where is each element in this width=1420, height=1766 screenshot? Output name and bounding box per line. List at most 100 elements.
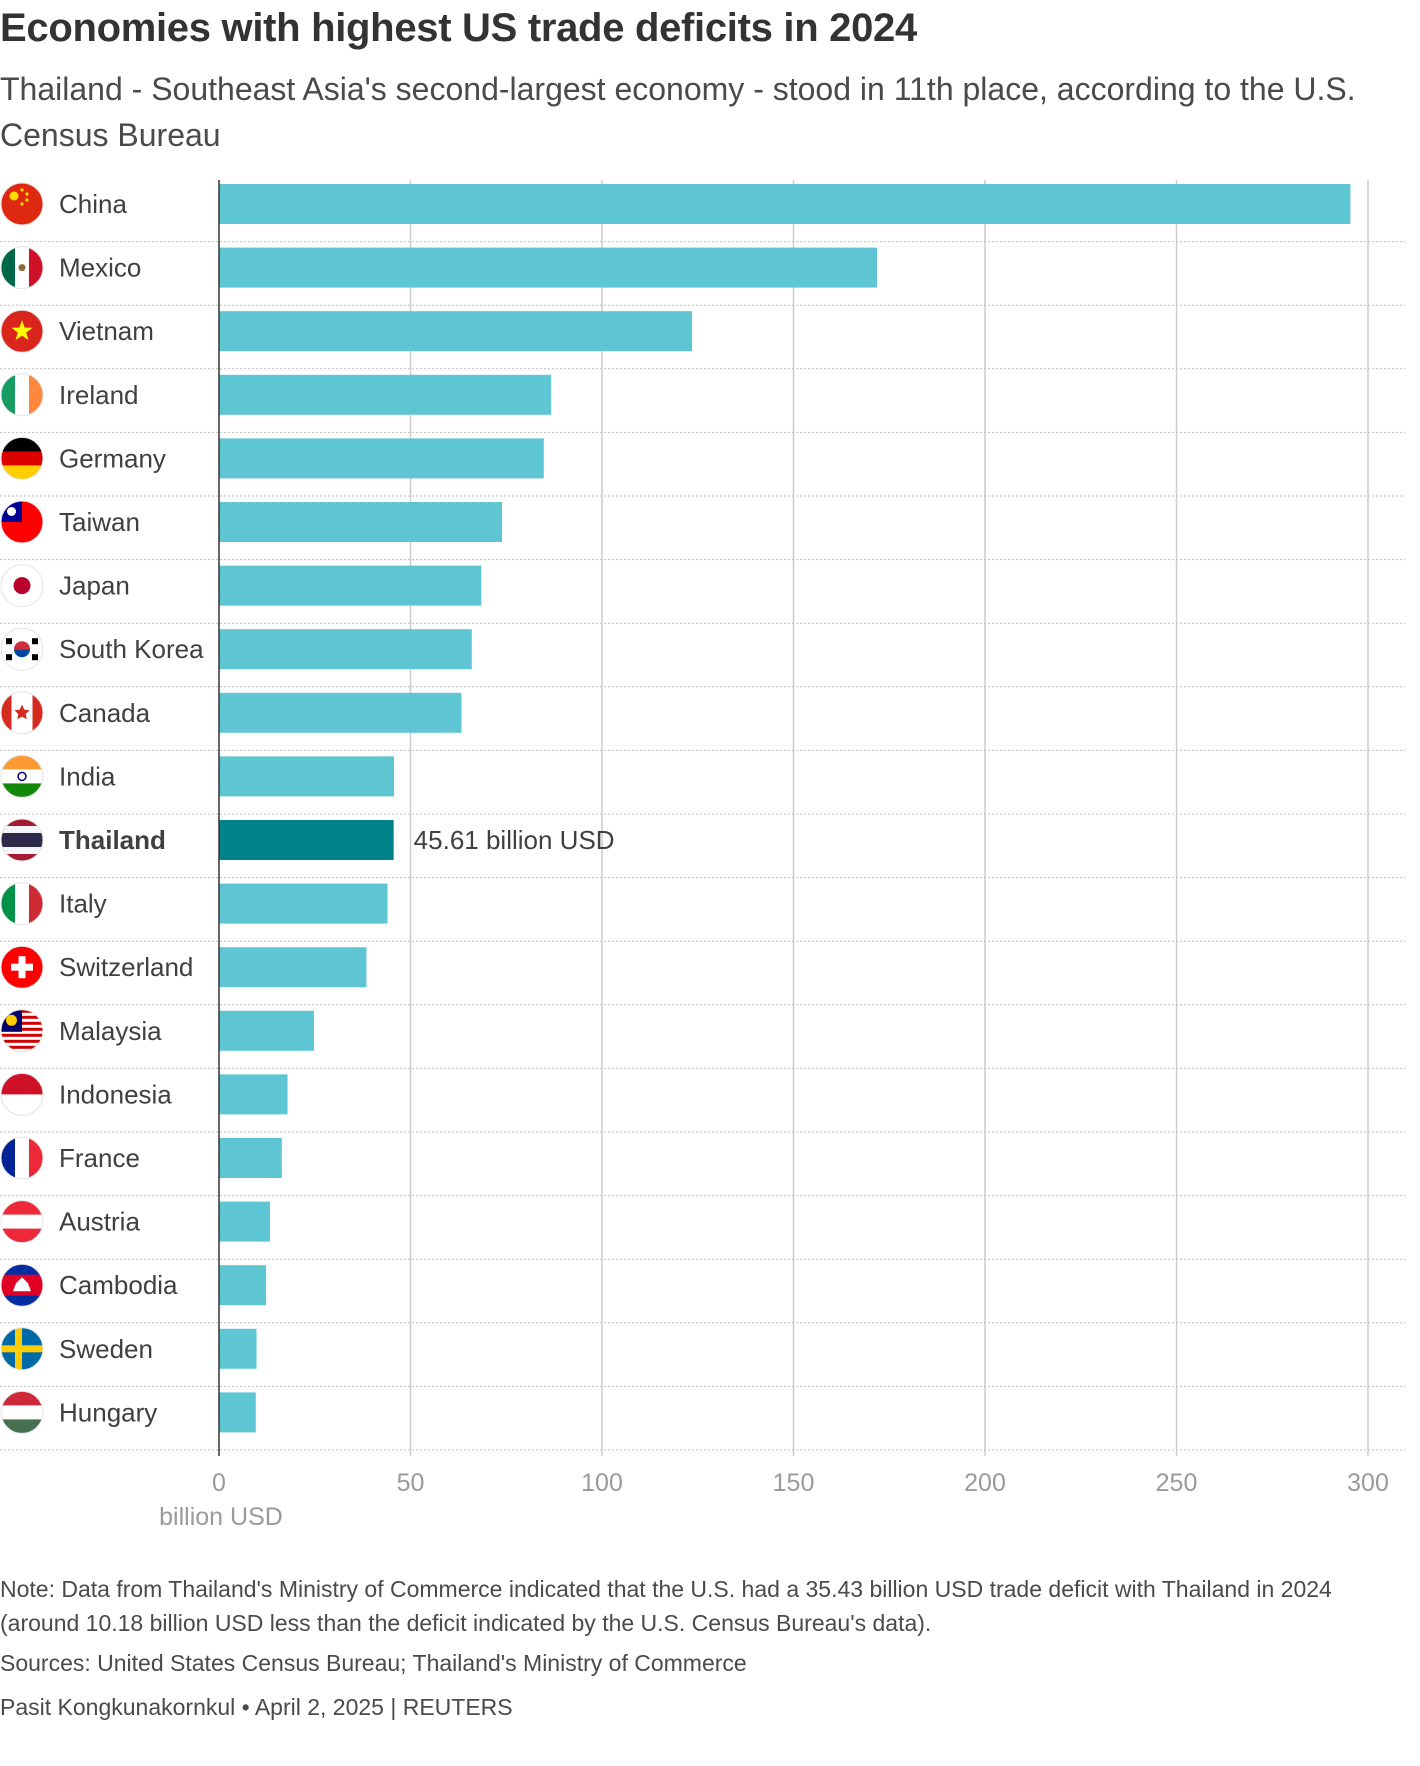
flag-part [14, 704, 30, 720]
thailand-flag-icon [0, 818, 44, 862]
japan-flag-icon [0, 564, 44, 608]
flag-part [1, 1345, 43, 1353]
flag-body [1, 310, 43, 353]
flag-part [1, 1200, 43, 1216]
canada-flag-icon [0, 691, 44, 735]
bar-south-korea [219, 629, 472, 670]
flag-part [32, 691, 43, 734]
flag-part [11, 320, 33, 341]
italy-flag-icon [0, 882, 44, 926]
flag-border [0, 1072, 44, 1116]
x-tick-label: 100 [581, 1469, 623, 1497]
flag-part [1, 1042, 43, 1047]
country-label-china: China [59, 189, 127, 219]
country-label-switzerland: Switzerland [59, 952, 193, 982]
flag-part [1, 246, 16, 289]
flag-part [1, 1048, 43, 1052]
bar-italy [219, 883, 388, 924]
hungary-flag-icon [0, 1390, 44, 1434]
bar-cambodia [219, 1265, 267, 1306]
flag-part [18, 264, 26, 272]
flag-part [1, 1036, 43, 1041]
flag-border [0, 627, 44, 671]
flag-part [29, 373, 43, 416]
flag-body [1, 691, 43, 734]
country-label-hungary: Hungary [59, 1397, 157, 1427]
flag-part [15, 1137, 30, 1179]
flag-part [1, 1264, 43, 1276]
flag-border [0, 309, 44, 353]
bar-mexico [219, 247, 877, 288]
flag-body [1, 819, 43, 861]
flag-part [1, 1214, 43, 1230]
country-label-india: India [59, 761, 116, 791]
flag-body [1, 628, 43, 671]
x-tick-label: 200 [964, 1469, 1006, 1497]
flag-border [0, 945, 44, 989]
flag-part [1, 819, 43, 827]
india-flag-icon [0, 754, 44, 798]
flag-part [25, 198, 29, 202]
country-label-south-korea: South Korea [59, 634, 204, 664]
mexico-flag-icon [0, 246, 44, 290]
flag-part [1, 783, 43, 798]
flag-part [14, 641, 30, 650]
flag-part [1, 1295, 43, 1307]
chart-sources: Sources: United States Census Bureau; Th… [0, 1650, 747, 1676]
flag-border [0, 818, 44, 862]
flag-part [6, 638, 12, 645]
sweden-flag-icon [0, 1327, 44, 1371]
country-label-mexico: Mexico [59, 253, 141, 283]
flag-border [0, 564, 44, 608]
bar-switzerland [219, 947, 367, 988]
flag-part [15, 373, 30, 416]
flag-body [1, 373, 43, 416]
flag-border [0, 182, 44, 226]
chart-byline: Pasit Kongkunakornkul • April 2, 2025 | … [0, 1694, 513, 1720]
bar-canada [219, 692, 462, 733]
taiwan-flag-icon [0, 500, 44, 544]
country-label-france: France [59, 1143, 140, 1173]
flag-part [1, 373, 16, 416]
bar-taiwan [219, 502, 503, 542]
flag-part [32, 638, 38, 645]
country-label-austria: Austria [59, 1207, 140, 1237]
flag-border [0, 1327, 44, 1371]
flag-body [1, 882, 43, 925]
highlight-data-label: 45.61 billion USD [414, 825, 615, 855]
flag-body [1, 1327, 43, 1370]
ireland-flag-icon [0, 373, 44, 417]
flag-part [1, 1419, 43, 1434]
flag-part [6, 654, 12, 661]
flag-border [0, 500, 44, 544]
country-label-cambodia: Cambodia [59, 1270, 178, 1300]
flag-part [1, 437, 43, 452]
flag-part [1, 1405, 43, 1420]
bar-malaysia [219, 1010, 314, 1051]
flag-border [0, 373, 44, 417]
flag-part [1, 1045, 43, 1050]
china-flag-icon [0, 182, 44, 226]
flag-body [1, 437, 43, 480]
flag-part [1, 1094, 43, 1116]
flag-part [1, 1137, 16, 1179]
bar-china [219, 184, 1351, 224]
flag-part [7, 507, 16, 516]
flag-part [22, 691, 33, 734]
flag-part [6, 1014, 17, 1026]
flag-border [0, 1200, 44, 1244]
flag-part [9, 191, 19, 201]
flag-border [0, 246, 44, 290]
bar-germany [219, 438, 544, 479]
country-label-vietnam: Vietnam [59, 316, 154, 346]
flag-body [1, 755, 43, 798]
x-tick-label: 150 [773, 1469, 815, 1497]
bar-sweden [219, 1328, 257, 1369]
bar-vietnam [219, 311, 693, 352]
flag-part [1, 465, 43, 480]
x-tick-label: 50 [397, 1469, 425, 1497]
flag-part [1, 1073, 43, 1095]
flag-part [14, 649, 30, 658]
flag-part [1, 1030, 43, 1035]
flag-border [0, 754, 44, 798]
